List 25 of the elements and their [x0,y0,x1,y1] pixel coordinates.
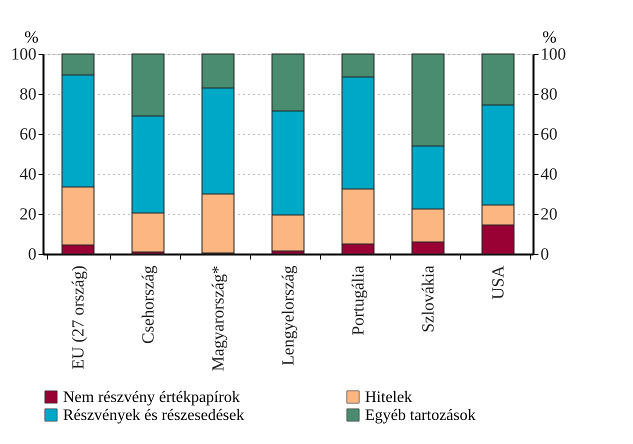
y2-tick-label: 100 [540,44,566,64]
legend-label: Nem részvény értékpapírok [63,389,240,406]
x-tick-label: Szlovákia [418,265,438,333]
y-tick-label: 60 [20,124,36,144]
x-tick-label: Portugália [348,265,368,336]
y-tick-label: 80 [20,84,36,104]
x-tick-label: USA [488,264,508,300]
y2-tick-label: 0 [540,244,549,264]
y2-tick-label: 20 [540,204,558,224]
y2-axis-title: % [542,28,557,46]
x-tick-label: EU (27 ország) [68,266,88,370]
legend-label: Hitelek [365,389,412,406]
y-tick-label: 40 [20,164,36,184]
legend-label: Egyéb tartozások [365,407,476,424]
x-tick-label: Magyarország* [208,266,228,372]
y2-tick-label: 40 [540,164,558,184]
y2-tick-label: 60 [540,124,558,144]
y-tick-label: 100 [11,44,36,64]
y-tick-label: 20 [20,204,36,224]
y2-tick-label: 80 [540,84,558,104]
x-tick-label: Csehország [138,265,158,344]
y-axis-title: % [24,28,39,46]
legend-label: Részvények és részesedések [63,407,244,424]
x-tick-label: Lengyelország [278,265,298,366]
y-tick-label: 0 [28,244,36,264]
